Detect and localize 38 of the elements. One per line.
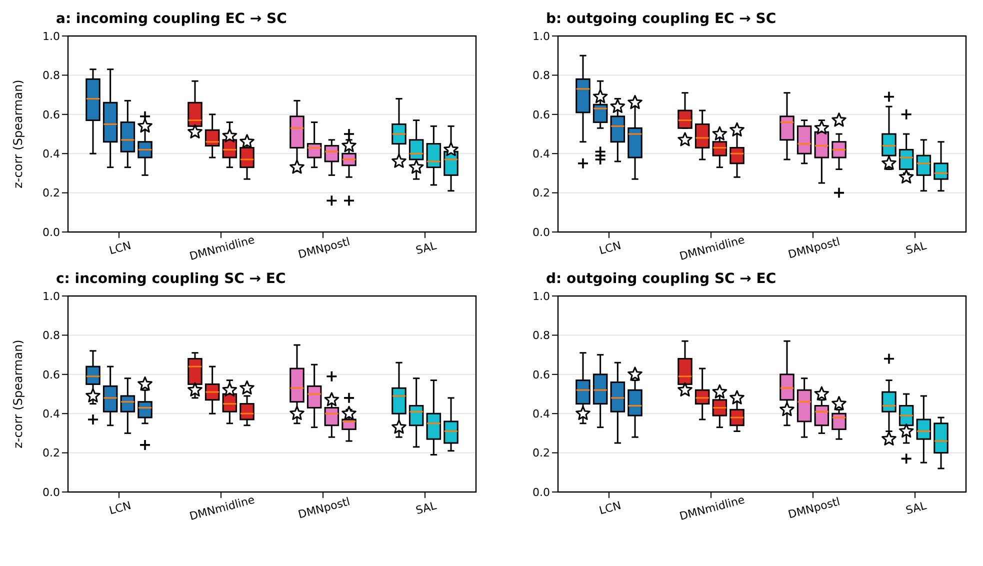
chart-title: c: incoming coupling SC → EC [55,270,287,289]
y-tick-label: 0.0 [42,226,60,239]
x-tick-label: SAL [414,238,439,258]
y-tick-label: 0.0 [532,486,550,499]
y-axis-title: z-corr (Spearman) [11,340,25,448]
y-tick-label: 0.0 [532,226,550,239]
y-tick-label: 0.4 [42,148,60,161]
y-tick-label: 0.2 [532,186,550,200]
chart-title: d: outgoing coupling SC → EC [545,270,778,289]
y-tick-label: 0.0 [42,486,60,499]
y-tick-label: 1.0 [42,30,60,43]
y-tick-label: 1.0 [532,290,550,303]
y-tick-label: 1.0 [532,30,550,43]
y-tick-label: 0.8 [42,69,60,82]
y-tick-label: 0.4 [42,408,60,421]
x-tick-label: LCN [108,239,132,258]
y-tick-label: 0.2 [42,446,60,460]
chart-title: b: outgoing coupling EC → SC [545,10,778,29]
y-tick-label: 0.2 [532,446,550,460]
y-tick-label: 0.6 [42,368,60,382]
y-tick-label: 0.6 [42,108,60,122]
x-tick-label: LCN [598,239,622,258]
y-tick-label: 0.8 [532,329,550,342]
y-tick-label: 0.8 [532,69,550,82]
chart-title: a: incoming coupling EC → SC [55,10,288,29]
x-tick-label: LCN [108,499,132,518]
x-tick-label: SAL [414,498,439,518]
y-tick-label: 1.0 [42,290,60,303]
y-tick-label: 0.4 [532,408,550,421]
y-tick-label: 0.4 [532,148,550,161]
x-tick-label: LCN [598,499,622,518]
y-tick-label: 0.6 [532,108,550,122]
y-tick-label: 0.6 [532,368,550,382]
y-tick-label: 0.8 [42,329,60,342]
y-tick-label: 0.2 [42,186,60,200]
y-axis-title: z-corr (Spearman) [11,80,25,188]
x-tick-label: SAL [904,238,929,258]
x-tick-label: SAL [904,498,929,518]
